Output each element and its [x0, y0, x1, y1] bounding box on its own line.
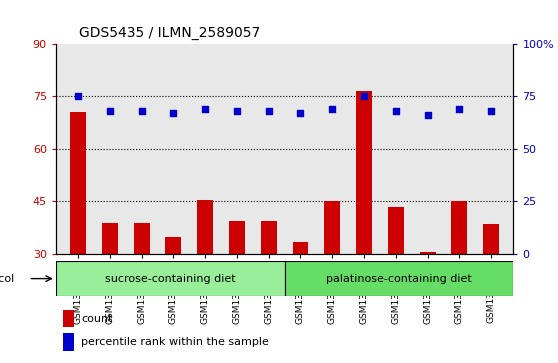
Point: [359, 93, 368, 99]
Point: [137, 108, 146, 114]
Bar: [70, 112, 86, 254]
Point: [105, 108, 114, 114]
Bar: [197, 200, 213, 254]
Text: percentile rank within the sample: percentile rank within the sample: [81, 337, 269, 347]
Point: [455, 106, 464, 112]
Text: palatinose-containing diet: palatinose-containing diet: [326, 274, 472, 284]
Point: [296, 110, 305, 116]
Text: protocol: protocol: [0, 274, 15, 284]
Bar: [451, 201, 467, 254]
Bar: [285, 261, 513, 296]
Bar: [483, 224, 499, 254]
Bar: [420, 252, 435, 254]
Bar: [165, 237, 181, 254]
Point: [74, 93, 83, 99]
Text: sucrose-containing diet: sucrose-containing diet: [105, 274, 235, 284]
Text: count: count: [81, 314, 113, 324]
Bar: [261, 221, 277, 254]
Point: [169, 110, 178, 116]
Bar: [292, 242, 309, 254]
Bar: [56, 261, 285, 296]
Point: [233, 108, 242, 114]
Bar: [102, 223, 118, 254]
Bar: [134, 223, 150, 254]
Point: [423, 112, 432, 118]
Point: [328, 106, 336, 112]
Text: GDS5435 / ILMN_2589057: GDS5435 / ILMN_2589057: [79, 26, 260, 40]
Point: [391, 108, 400, 114]
Bar: [324, 201, 340, 254]
Bar: [62, 333, 74, 351]
Bar: [356, 91, 372, 254]
Point: [487, 108, 496, 114]
Point: [264, 108, 273, 114]
Point: [201, 106, 210, 112]
Bar: [62, 310, 74, 327]
Bar: [388, 207, 404, 254]
Bar: [229, 221, 245, 254]
